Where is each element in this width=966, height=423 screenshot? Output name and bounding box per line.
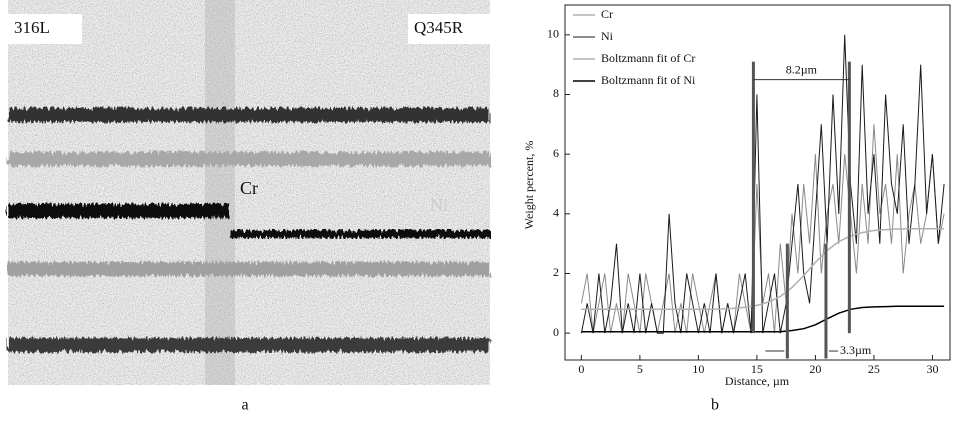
annotation-label: 8.2µm [786,62,818,76]
y-tick-label: 0 [553,325,559,339]
band [8,338,490,352]
legend-label: Boltzmann fit of Ni [601,73,696,87]
x-tick-label: 20 [809,362,821,376]
x-tick-label: 0 [578,362,584,376]
annotation-label: 3.3µm [840,343,872,357]
legend-label: Boltzmann fit of Cr [601,51,695,65]
band [8,262,490,276]
legend-label: Ni [601,29,614,43]
x-tick-label: 25 [868,362,880,376]
micrograph-background [8,0,490,385]
alloy-label: 316L [14,18,50,37]
x-tick-label: 5 [637,362,643,376]
band [8,152,490,166]
series-line [581,305,945,333]
y-tick-label: 8 [553,86,559,100]
legend-label: Cr [601,7,613,21]
plot-frame [564,4,951,361]
x-axis-label: Distance, µm [725,374,790,388]
y-tick-label: 10 [547,27,559,41]
band [230,230,490,238]
element-label: Fe [298,291,316,311]
panel-caption: b [711,397,719,414]
series-line [580,34,945,334]
label-box [8,14,82,44]
y-axis-label: Weight percent, % [522,141,536,230]
element-label: Ni [430,195,448,215]
x-tick-label: 30 [926,362,938,376]
x-tick-label: 10 [692,362,704,376]
alloy-label: Q345R [414,18,464,37]
x-tick-label: 15 [751,362,763,376]
panel-caption: a [241,397,248,414]
y-tick-label: 4 [553,206,559,220]
band [8,108,490,122]
band [8,204,230,218]
interface [205,0,235,385]
element-label: Cr [240,178,258,198]
micrograph: 316L Q345R Cr Ni Fe a [8,0,490,414]
label-box [408,14,490,44]
y-tick-label: 2 [553,265,559,279]
series-line [581,227,945,311]
y-tick-label: 6 [553,146,559,160]
